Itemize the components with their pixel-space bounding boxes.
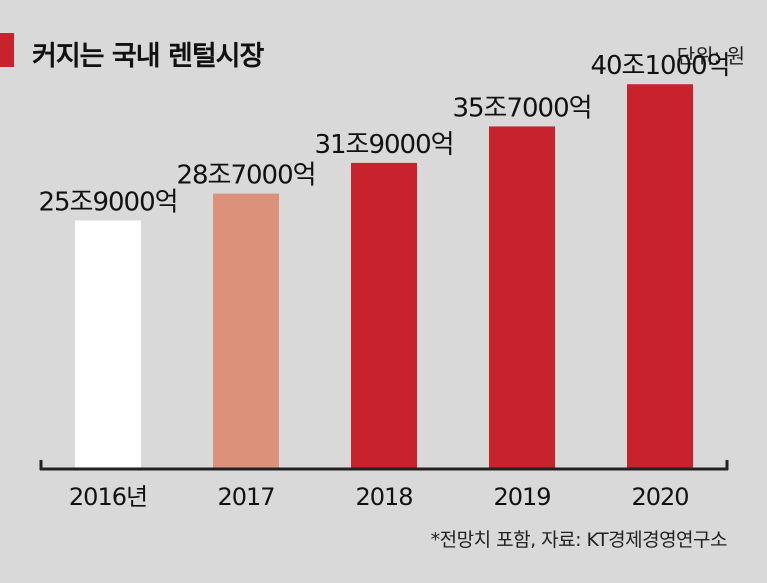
value-label: 40조1000억 — [590, 51, 729, 81]
value-label: 35조7000억 — [452, 93, 591, 123]
value-label: 28조7000억 — [176, 161, 315, 191]
unit-label: 단위: 원 — [676, 44, 745, 68]
bar-2018 — [351, 162, 417, 469]
bar-2017 — [213, 193, 279, 469]
x-tick-label: 2016년 — [69, 483, 147, 511]
value-label: 31조9000억 — [314, 130, 453, 160]
title-accent-bar — [0, 33, 14, 67]
x-tick-label: 2019 — [493, 483, 550, 511]
bar-2019 — [489, 126, 555, 469]
x-tick-label: 2018 — [355, 483, 412, 511]
value-label: 25조9000억 — [38, 187, 177, 217]
bar-2016년 — [75, 220, 141, 469]
bar-2020 — [627, 84, 693, 469]
x-tick-label: 2020 — [631, 483, 688, 511]
source-note: *전망치 포함, 자료: KT경제경영연구소 — [430, 529, 728, 551]
x-tick-label: 2017 — [217, 483, 274, 511]
chart-title: 커지는 국내 렌털시장 — [32, 41, 264, 72]
